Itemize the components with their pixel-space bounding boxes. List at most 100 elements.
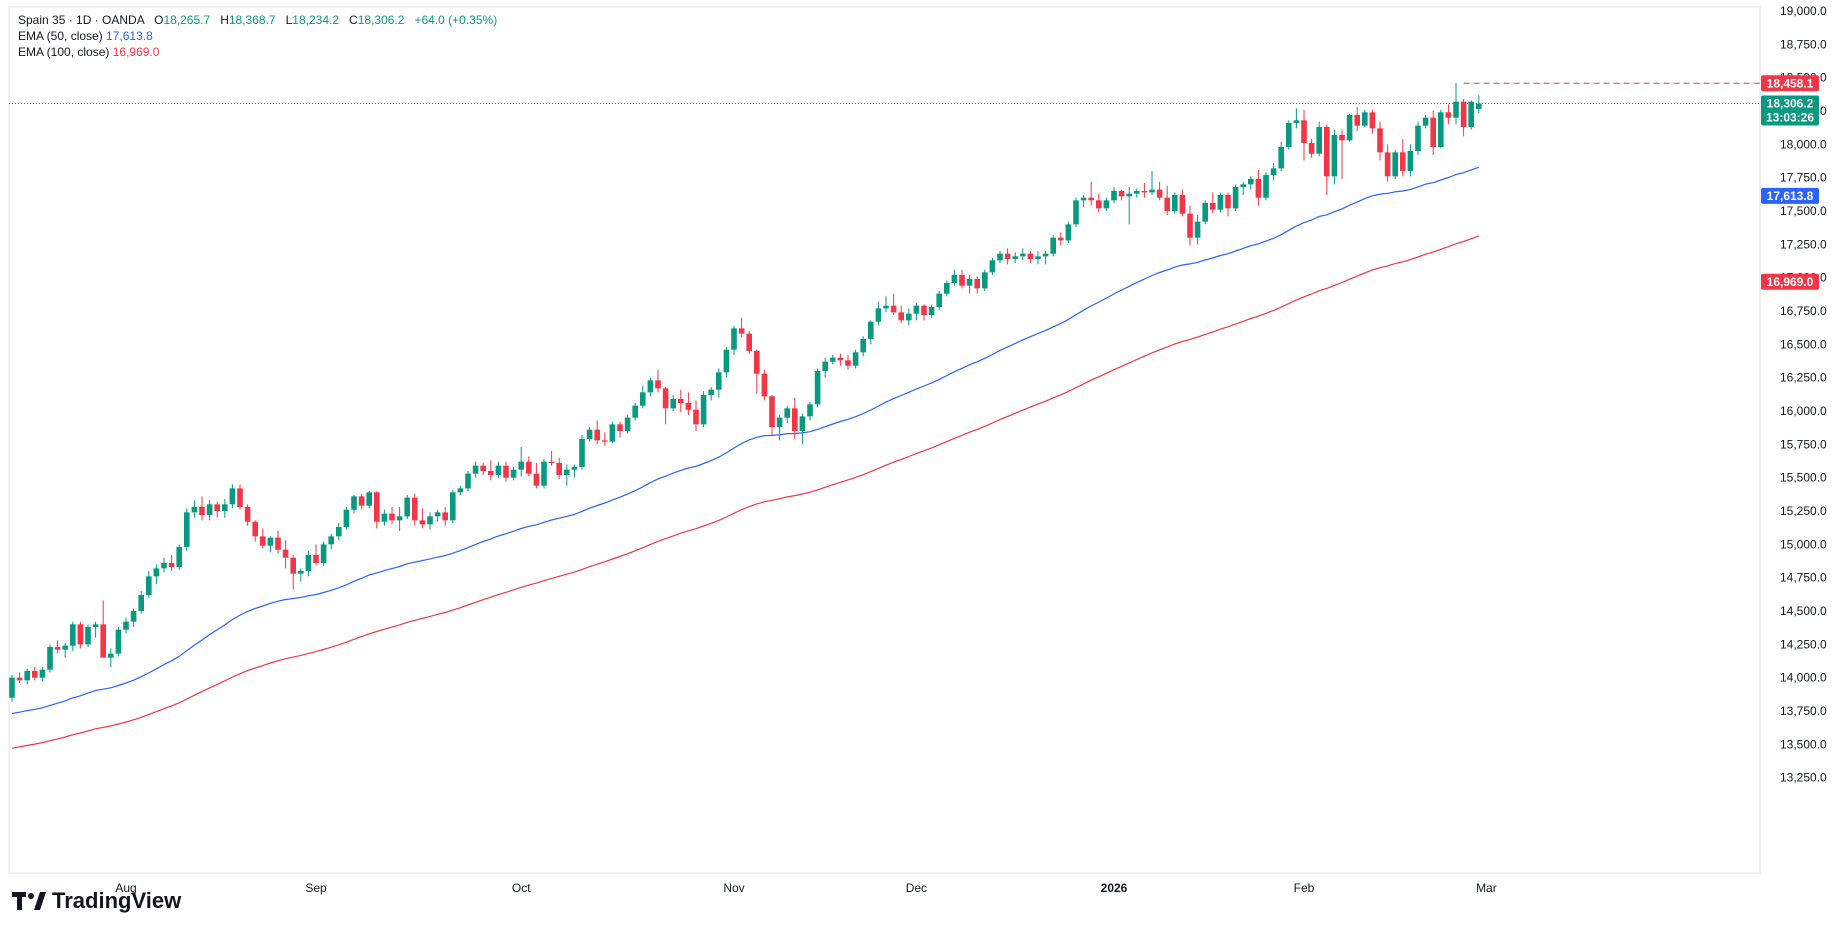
candle xyxy=(997,251,1003,263)
candle xyxy=(32,667,38,681)
ema50-value: 17,613.8 xyxy=(106,29,153,43)
reference-lines xyxy=(9,82,1760,105)
candle xyxy=(837,353,844,366)
tradingview-logo[interactable]: TradingView xyxy=(12,888,181,914)
candle xyxy=(1248,176,1254,190)
candle xyxy=(1225,192,1231,217)
candle xyxy=(1407,144,1414,177)
candle xyxy=(472,461,479,478)
price-axis[interactable]: 13,250.0 13,500.0 13,750.0 14,000.0 14,250.0… xyxy=(1780,4,1827,785)
candle xyxy=(1430,111,1436,155)
candle xyxy=(351,495,357,514)
candle xyxy=(1058,232,1064,246)
candle xyxy=(792,397,798,439)
candle xyxy=(951,269,958,286)
candle xyxy=(716,368,722,398)
candle xyxy=(1400,139,1406,177)
tradingview-logo-icon xyxy=(12,892,46,910)
candle xyxy=(282,540,289,569)
x-tick-label: Sep xyxy=(305,881,327,895)
candle xyxy=(640,385,646,409)
candle xyxy=(457,485,464,495)
candle xyxy=(374,491,380,529)
candle xyxy=(146,571,152,598)
brand-name: TradingView xyxy=(52,888,182,913)
candle xyxy=(298,568,304,582)
y-tick-label: 17,750.0 xyxy=(1780,171,1827,185)
price-tag-last: 18,306.213:03:26 xyxy=(1761,95,1819,126)
ema-50-path xyxy=(11,166,1479,715)
y-tick-label: 17,250.0 xyxy=(1780,237,1827,251)
candle xyxy=(1232,184,1239,211)
candle xyxy=(913,303,920,321)
ema50-label: EMA (50, close) xyxy=(18,29,103,43)
candle xyxy=(1156,181,1163,201)
ema50-row[interactable]: EMA (50, close) 17,613.8 xyxy=(18,28,497,44)
candle xyxy=(1050,235,1056,257)
symbol-title[interactable]: Spain 35 · 1D · OANDA xyxy=(18,13,145,27)
candle xyxy=(928,304,935,318)
y-tick-label: 18,000.0 xyxy=(1780,137,1827,151)
candle xyxy=(510,467,517,481)
candle xyxy=(936,291,942,310)
candle xyxy=(465,471,471,491)
candle xyxy=(526,456,532,477)
candle xyxy=(1179,189,1186,217)
y-tick-label: 19,000.0 xyxy=(1780,4,1827,18)
candle xyxy=(108,648,114,667)
candle xyxy=(579,435,585,470)
candle xyxy=(738,317,745,338)
candle xyxy=(1073,197,1079,227)
x-tick-label: Nov xyxy=(723,881,744,895)
candle xyxy=(1460,99,1467,137)
candle xyxy=(123,617,129,634)
candle xyxy=(731,325,737,355)
candle xyxy=(548,451,555,466)
candle xyxy=(336,523,342,541)
candle xyxy=(252,520,258,542)
candle xyxy=(1103,197,1110,211)
close-label: C xyxy=(349,13,358,27)
candle xyxy=(814,368,821,407)
candle xyxy=(62,643,68,658)
candle xyxy=(1476,95,1482,114)
candle xyxy=(434,509,441,522)
candle xyxy=(24,668,30,685)
ema-50-line xyxy=(11,166,1479,715)
y-tick-label: 14,000.0 xyxy=(1780,671,1827,685)
candle xyxy=(1438,109,1444,149)
candle xyxy=(92,621,99,638)
candle xyxy=(1263,172,1269,201)
candle xyxy=(305,551,312,577)
candle xyxy=(799,413,806,445)
candle xyxy=(176,544,182,570)
y-tick-label: 13,250.0 xyxy=(1780,771,1827,785)
y-tick-label: 15,500.0 xyxy=(1780,471,1827,485)
candle xyxy=(100,600,106,658)
candle xyxy=(389,507,395,525)
candles xyxy=(9,83,1482,702)
x-tick-label: Aug xyxy=(115,881,136,895)
candle xyxy=(875,301,882,326)
candle xyxy=(191,500,198,518)
time-axis[interactable]: Aug Sep Oct Nov Dec 2026 Feb Mar xyxy=(115,881,1496,895)
candle xyxy=(115,627,122,657)
candle xyxy=(1354,107,1360,131)
candle xyxy=(488,460,494,481)
candle xyxy=(1346,113,1353,142)
candle xyxy=(1468,100,1474,130)
candle xyxy=(982,269,988,291)
candle xyxy=(260,528,266,549)
y-tick-label: 18,750.0 xyxy=(1780,37,1827,51)
candle xyxy=(1187,205,1193,246)
candle xyxy=(632,403,638,421)
candle xyxy=(1004,248,1011,265)
candle xyxy=(85,624,91,647)
ema100-row[interactable]: EMA (100, close) 16,969.0 xyxy=(18,44,497,60)
candle xyxy=(229,484,236,509)
candle xyxy=(9,675,15,702)
candle xyxy=(1141,183,1148,198)
ohlc-row: Spain 35 · 1D · OANDA O18,265.7 H18,368.… xyxy=(18,12,497,28)
candle xyxy=(1392,149,1398,179)
